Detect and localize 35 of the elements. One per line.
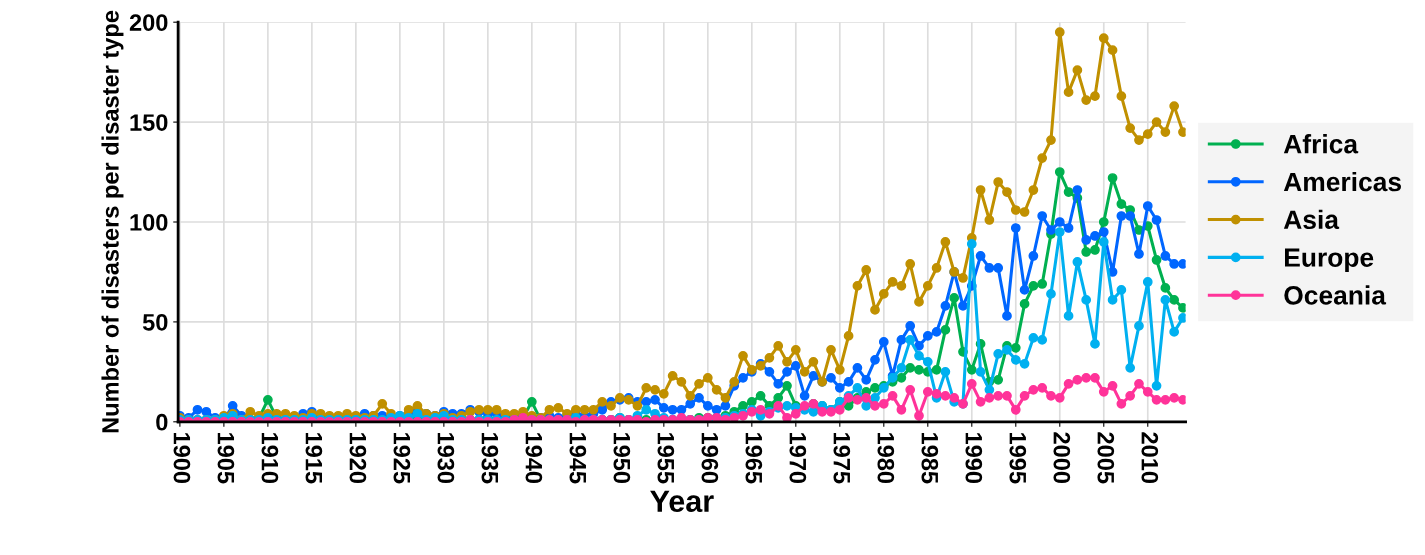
x-tick-label: 1970	[789, 433, 807, 484]
x-tick-label: 1985	[921, 433, 939, 484]
x-tick-label: 1990	[965, 433, 983, 484]
x-tick-label: 1965	[745, 433, 763, 484]
y-tick-label: 0	[156, 413, 168, 431]
x-tick-label: 2005	[1097, 432, 1115, 484]
y-tick-label: 200	[129, 14, 168, 31]
x-tick-label: 1945	[569, 433, 587, 484]
x-tick-label: 1950	[613, 433, 631, 484]
legend-label: Africa	[1283, 134, 1359, 154]
x-tick-label: 1915	[305, 433, 323, 484]
x-tick-label: 1960	[701, 433, 719, 484]
legend-label: Asia	[1283, 209, 1340, 230]
y-tick-label: 150	[130, 114, 168, 131]
x-tick-label: 1975	[833, 433, 851, 484]
x-tick-label: 1910	[261, 433, 279, 484]
legend-label: Oceania	[1284, 285, 1387, 305]
x-tick-label: 2010	[1141, 432, 1159, 484]
x-tick-label: 1930	[437, 433, 455, 484]
y-axis-title: Number of disasters per disaster type	[101, 10, 124, 433]
legend-label: Europe	[1285, 248, 1374, 273]
x-tick-label: 1920	[349, 433, 367, 484]
legend-label: Americas	[1283, 171, 1401, 192]
x-tick-label: 1940	[525, 433, 543, 484]
x-tick-label: 1905	[217, 433, 235, 484]
x-tick-label: 1900	[173, 433, 191, 484]
y-tick-label: 50	[142, 313, 168, 331]
x-tick-label: 1995	[1009, 433, 1027, 484]
x-tick-label: 1925	[393, 433, 411, 484]
x-tick-label: 1955	[657, 433, 675, 484]
y-tick-label: 100	[130, 214, 168, 231]
x-tick-label: 1980	[877, 433, 895, 484]
x-tick-label: 1935	[481, 433, 499, 484]
x-axis-title: Year	[650, 490, 714, 513]
x-tick-label: 2000	[1053, 432, 1071, 484]
